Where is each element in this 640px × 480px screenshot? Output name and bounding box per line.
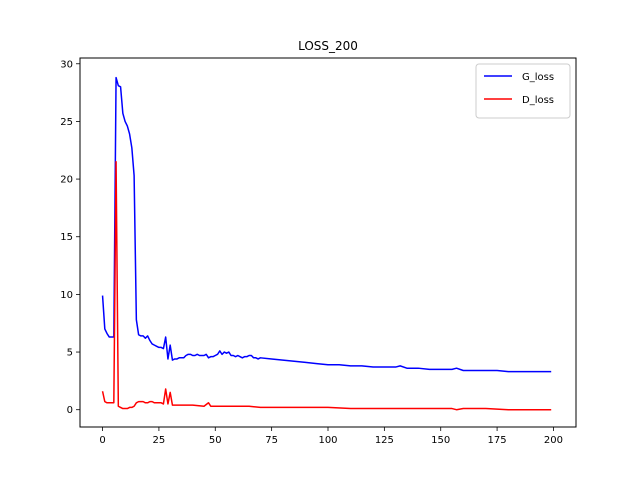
y-tick-label: 5	[67, 348, 73, 359]
x-tick-label: 200	[544, 435, 563, 446]
x-tick-label: 25	[153, 435, 166, 446]
x-tick-label: 0	[99, 435, 105, 446]
y-tick-label: 0	[67, 405, 73, 416]
y-tick-label: 20	[60, 175, 73, 186]
series-line-d-loss	[101, 161, 552, 411]
x-tick-label: 50	[209, 435, 222, 446]
x-tick-label: 100	[318, 435, 337, 446]
y-tick-label: 25	[60, 117, 73, 128]
y-tick-label: 30	[60, 59, 73, 70]
series-line-g-loss	[101, 76, 552, 373]
chart-title: LOSS_200	[298, 39, 358, 53]
legend-label-d-loss: D_loss	[522, 95, 554, 106]
axes-frame	[79, 57, 577, 428]
x-tick-label: 175	[488, 435, 507, 446]
legend-label-g-loss: G_loss	[522, 72, 554, 83]
legend: G_loss D_loss	[475, 63, 571, 119]
legend-frame	[475, 63, 571, 119]
y-tick-label: 10	[60, 290, 73, 301]
x-tick-label: 75	[265, 435, 278, 446]
x-tick-label: 125	[375, 435, 394, 446]
x-axis-ticks: 0 25 50 75 100 125 150 175 200	[99, 427, 563, 446]
y-axis-ticks: 0 5 10 15 20 25 30	[60, 59, 80, 416]
x-tick-label: 150	[431, 435, 450, 446]
plot-lines	[101, 76, 552, 411]
y-tick-label: 15	[60, 232, 73, 243]
